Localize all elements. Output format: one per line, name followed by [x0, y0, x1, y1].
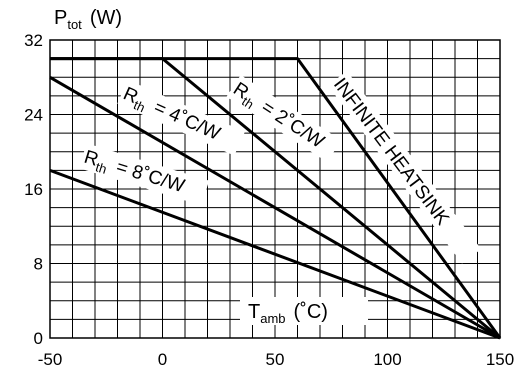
label-rth-4-background	[117, 79, 245, 156]
plot-frame	[49, 39, 501, 339]
y-axis-title-unit: (W)	[90, 7, 122, 29]
label-rth-2-group: Rth= 2˚C/W	[226, 74, 342, 163]
label-rth-8: Rth = 8˚C/W	[81, 147, 187, 200]
label-rth-8-main: R	[82, 147, 101, 171]
x-axis-title-unit: (˚C)	[294, 301, 328, 323]
label-rth-8-group: Rth = 8˚C/W	[79, 143, 210, 206]
label-infinite-heatsink-background	[327, 70, 482, 264]
y-tick-labels: 0 8 16 24 32	[24, 31, 43, 348]
x-tick-label: 0	[158, 350, 167, 369]
y-tick-label: 32	[24, 31, 43, 50]
x-tick-label: 50	[266, 350, 285, 369]
y-tick-label: 16	[24, 180, 43, 199]
y-axis-title-main: P	[54, 7, 67, 29]
label-rth-4-group: Rth = 4˚C/W	[117, 79, 245, 156]
series-lines	[49, 57, 502, 340]
x-tick-label: -50	[38, 350, 63, 369]
y-tick-label: 0	[34, 329, 43, 348]
label-rth-8-sub: th	[94, 159, 109, 177]
series-line-3	[49, 168, 501, 340]
y-axis-title-sub: tot	[67, 17, 82, 32]
x-axis-title: Tamb (˚C)	[248, 301, 328, 326]
x-tick-label: 100	[373, 350, 401, 369]
x-tick-label: 150	[486, 350, 514, 369]
label-rth-4-tail: = 4˚C/W	[151, 97, 224, 145]
y-axis-title: Ptot (W)	[54, 7, 122, 32]
label-rth-2-background	[226, 74, 342, 163]
series-line-2	[49, 76, 501, 340]
x-axis-title-main: T	[248, 301, 260, 323]
label-rth-2: Rth= 2˚C/W	[228, 79, 328, 156]
y-tick-label: 24	[24, 106, 43, 125]
x-axis-title-sub: amb	[260, 311, 285, 326]
x-tick-labels: -50 0 50 100 150	[38, 350, 514, 369]
series-line-1	[50, 57, 501, 340]
y-tick-label: 8	[34, 255, 43, 274]
label-rth-8-tail: = 8˚C/W	[114, 157, 187, 198]
label-rth-8-background	[79, 143, 210, 206]
label-infinite-heatsink-group: INFINITE HEATSINK	[327, 70, 482, 264]
x-axis-title-background	[240, 297, 368, 325]
